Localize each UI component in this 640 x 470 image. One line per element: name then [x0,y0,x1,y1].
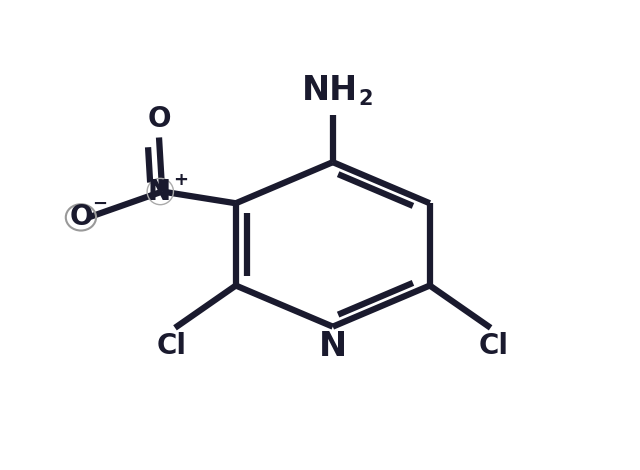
Text: NH: NH [301,74,358,107]
Text: Cl: Cl [157,332,187,360]
Text: O: O [147,105,171,133]
Text: Cl: Cl [479,332,509,360]
Text: −: − [93,195,108,213]
Text: N: N [319,330,347,363]
Text: +: + [173,171,188,189]
Text: 2: 2 [359,89,373,109]
Text: N: N [147,178,171,205]
Text: O: O [69,204,93,231]
